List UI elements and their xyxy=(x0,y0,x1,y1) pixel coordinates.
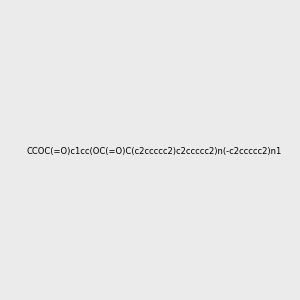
Text: CCOC(=O)c1cc(OC(=O)C(c2ccccc2)c2ccccc2)n(-c2ccccc2)n1: CCOC(=O)c1cc(OC(=O)C(c2ccccc2)c2ccccc2)n… xyxy=(26,147,281,156)
